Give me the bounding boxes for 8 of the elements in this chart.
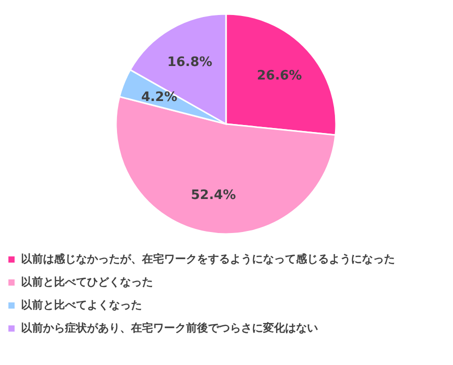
data-label: 52.4% (190, 188, 236, 203)
legend-label: 以前と比べてよくなった (21, 298, 142, 312)
data-label: 16.8% (167, 54, 212, 70)
data-label: 26.6% (256, 68, 302, 84)
legend-label: 以前から症状があり、在宅ワーク前後でつらさに変化はない (21, 322, 318, 334)
data-label: 4.2% (141, 90, 178, 106)
legend-label: 以前と比べてひどくなった (21, 276, 153, 288)
legend-label: 以前は感じなかったが、在宅ワークをするようになって感じるようになった (21, 252, 395, 266)
